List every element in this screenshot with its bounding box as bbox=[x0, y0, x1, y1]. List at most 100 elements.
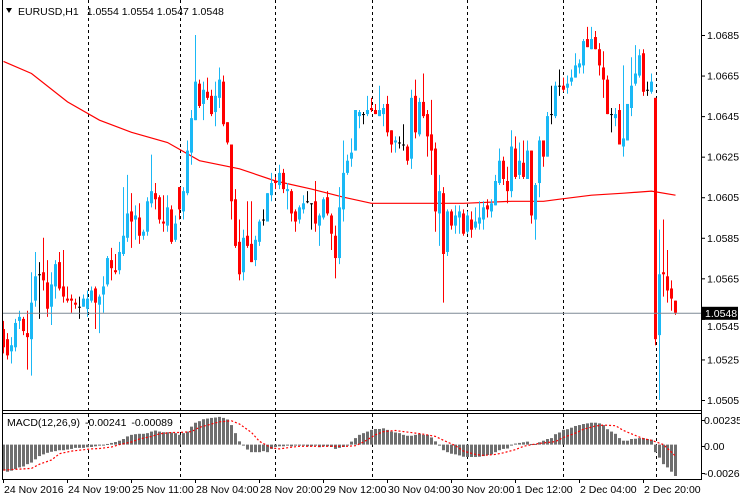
time-tick-label: 30 Nov 04:00 bbox=[388, 484, 451, 496]
candle bbox=[330, 213, 333, 250]
candle bbox=[306, 191, 309, 204]
candle bbox=[6, 333, 9, 360]
moving-average bbox=[3, 60, 676, 204]
candle-body bbox=[454, 215, 457, 226]
candle bbox=[258, 219, 261, 246]
candle bbox=[86, 290, 89, 317]
macd-histogram-bar bbox=[374, 428, 377, 445]
candle-body bbox=[486, 205, 489, 210]
price-tick-label: 1.0665 bbox=[707, 71, 739, 83]
macd-histogram-bar bbox=[378, 428, 381, 445]
candle bbox=[438, 174, 441, 246]
macd-histogram-bar bbox=[266, 444, 269, 453]
candle-body bbox=[290, 191, 293, 214]
candle-body bbox=[26, 333, 29, 338]
candle-body bbox=[410, 97, 413, 159]
macd-histogram-bar bbox=[638, 438, 641, 445]
candle bbox=[446, 209, 449, 257]
candle bbox=[386, 95, 389, 137]
candle bbox=[482, 201, 485, 230]
candle-body bbox=[86, 298, 89, 309]
time-tick-label: 30 Nov 20:00 bbox=[452, 484, 515, 496]
candle-body bbox=[358, 112, 361, 117]
candle bbox=[170, 205, 173, 244]
macd-histogram-bar bbox=[58, 444, 61, 451]
macd-histogram-bar bbox=[418, 433, 421, 445]
candle-body bbox=[130, 211, 133, 222]
macd-tick-label: 0.00 bbox=[704, 441, 725, 453]
candle bbox=[370, 97, 373, 113]
candle-body bbox=[666, 276, 669, 291]
candle-body bbox=[126, 213, 129, 238]
candle-body bbox=[278, 172, 281, 186]
candle bbox=[474, 207, 477, 230]
candle-body bbox=[90, 290, 93, 301]
macd-histogram-bar bbox=[542, 440, 545, 445]
macd-histogram-bar bbox=[358, 434, 361, 445]
candle bbox=[302, 195, 305, 214]
candle-body bbox=[106, 258, 109, 285]
macd-signal-value: -0.00089 bbox=[131, 417, 173, 429]
macd-histogram-bar bbox=[590, 422, 593, 445]
macd-histogram-bar bbox=[166, 432, 169, 445]
macd-histogram-bar bbox=[394, 432, 397, 445]
candle-body bbox=[386, 103, 389, 133]
macd-histogram-bar bbox=[98, 444, 101, 446]
macd-histogram-bar bbox=[426, 434, 429, 445]
macd-histogram-bar bbox=[634, 438, 637, 445]
candle bbox=[614, 108, 617, 127]
macd-histogram-bar bbox=[214, 417, 217, 445]
macd-histogram-bar bbox=[174, 433, 177, 445]
candle-body bbox=[318, 215, 321, 226]
candle bbox=[290, 189, 293, 222]
macd-histogram-bar bbox=[210, 417, 213, 445]
time-tick-label: 1 Dec 12:00 bbox=[516, 484, 573, 496]
macd-histogram-bar bbox=[458, 444, 461, 456]
candle bbox=[186, 140, 189, 196]
candle bbox=[230, 144, 233, 220]
macd-histogram-bar bbox=[66, 444, 69, 450]
price-axis[interactable]: 1.0685 1.0665 1.0645 1.0625 1.0605 1.0585 1.05… bbox=[701, 30, 739, 407]
candle-body bbox=[614, 114, 617, 119]
candle bbox=[110, 247, 113, 281]
macd-histogram-bar bbox=[26, 444, 29, 465]
macd-histogram-bar bbox=[494, 444, 497, 453]
macd-histogram-bar bbox=[282, 444, 285, 447]
macd-histogram-bar bbox=[438, 444, 441, 446]
candle-body bbox=[534, 185, 537, 220]
macd-histogram-bar bbox=[178, 434, 181, 445]
macd-histogram-bar bbox=[482, 444, 485, 457]
macd-histogram-bar bbox=[626, 440, 629, 445]
candle bbox=[502, 156, 505, 186]
candle-body bbox=[202, 89, 205, 104]
macd-histogram-bar bbox=[630, 439, 633, 445]
candle bbox=[2, 320, 5, 354]
candle bbox=[114, 254, 117, 275]
candle bbox=[622, 65, 625, 157]
macd-histogram-bar bbox=[158, 431, 161, 445]
candle-body bbox=[418, 101, 421, 135]
candle-body bbox=[582, 41, 585, 66]
candle-body bbox=[62, 286, 65, 297]
candle bbox=[470, 211, 473, 238]
candle bbox=[430, 99, 433, 175]
time-axis[interactable]: 24 Nov 2016 24 Nov 19:00 25 Nov 11:00 28 No… bbox=[3, 479, 701, 496]
candle-body bbox=[338, 207, 341, 259]
candle bbox=[310, 203, 313, 230]
macd-histogram-bar bbox=[350, 441, 353, 445]
macd-histogram-bar bbox=[142, 433, 145, 445]
candle-body bbox=[254, 239, 257, 261]
macd-histogram-bar bbox=[602, 425, 605, 445]
candle bbox=[558, 69, 561, 96]
candle bbox=[282, 168, 285, 194]
candle bbox=[174, 215, 177, 242]
macd-histogram-bar bbox=[366, 431, 369, 445]
triangle-down-icon[interactable] bbox=[6, 8, 12, 13]
candle bbox=[262, 209, 265, 226]
macd-histogram-bar bbox=[14, 444, 17, 470]
price-tick-label: 1.0605 bbox=[707, 192, 739, 204]
candle bbox=[234, 189, 237, 248]
candle-body bbox=[102, 286, 105, 295]
macd-histogram-bar bbox=[390, 431, 393, 445]
